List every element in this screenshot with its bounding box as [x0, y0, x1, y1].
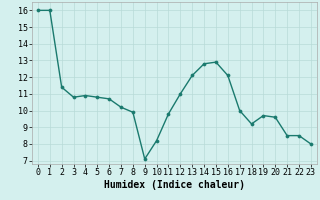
X-axis label: Humidex (Indice chaleur): Humidex (Indice chaleur)	[104, 180, 245, 190]
